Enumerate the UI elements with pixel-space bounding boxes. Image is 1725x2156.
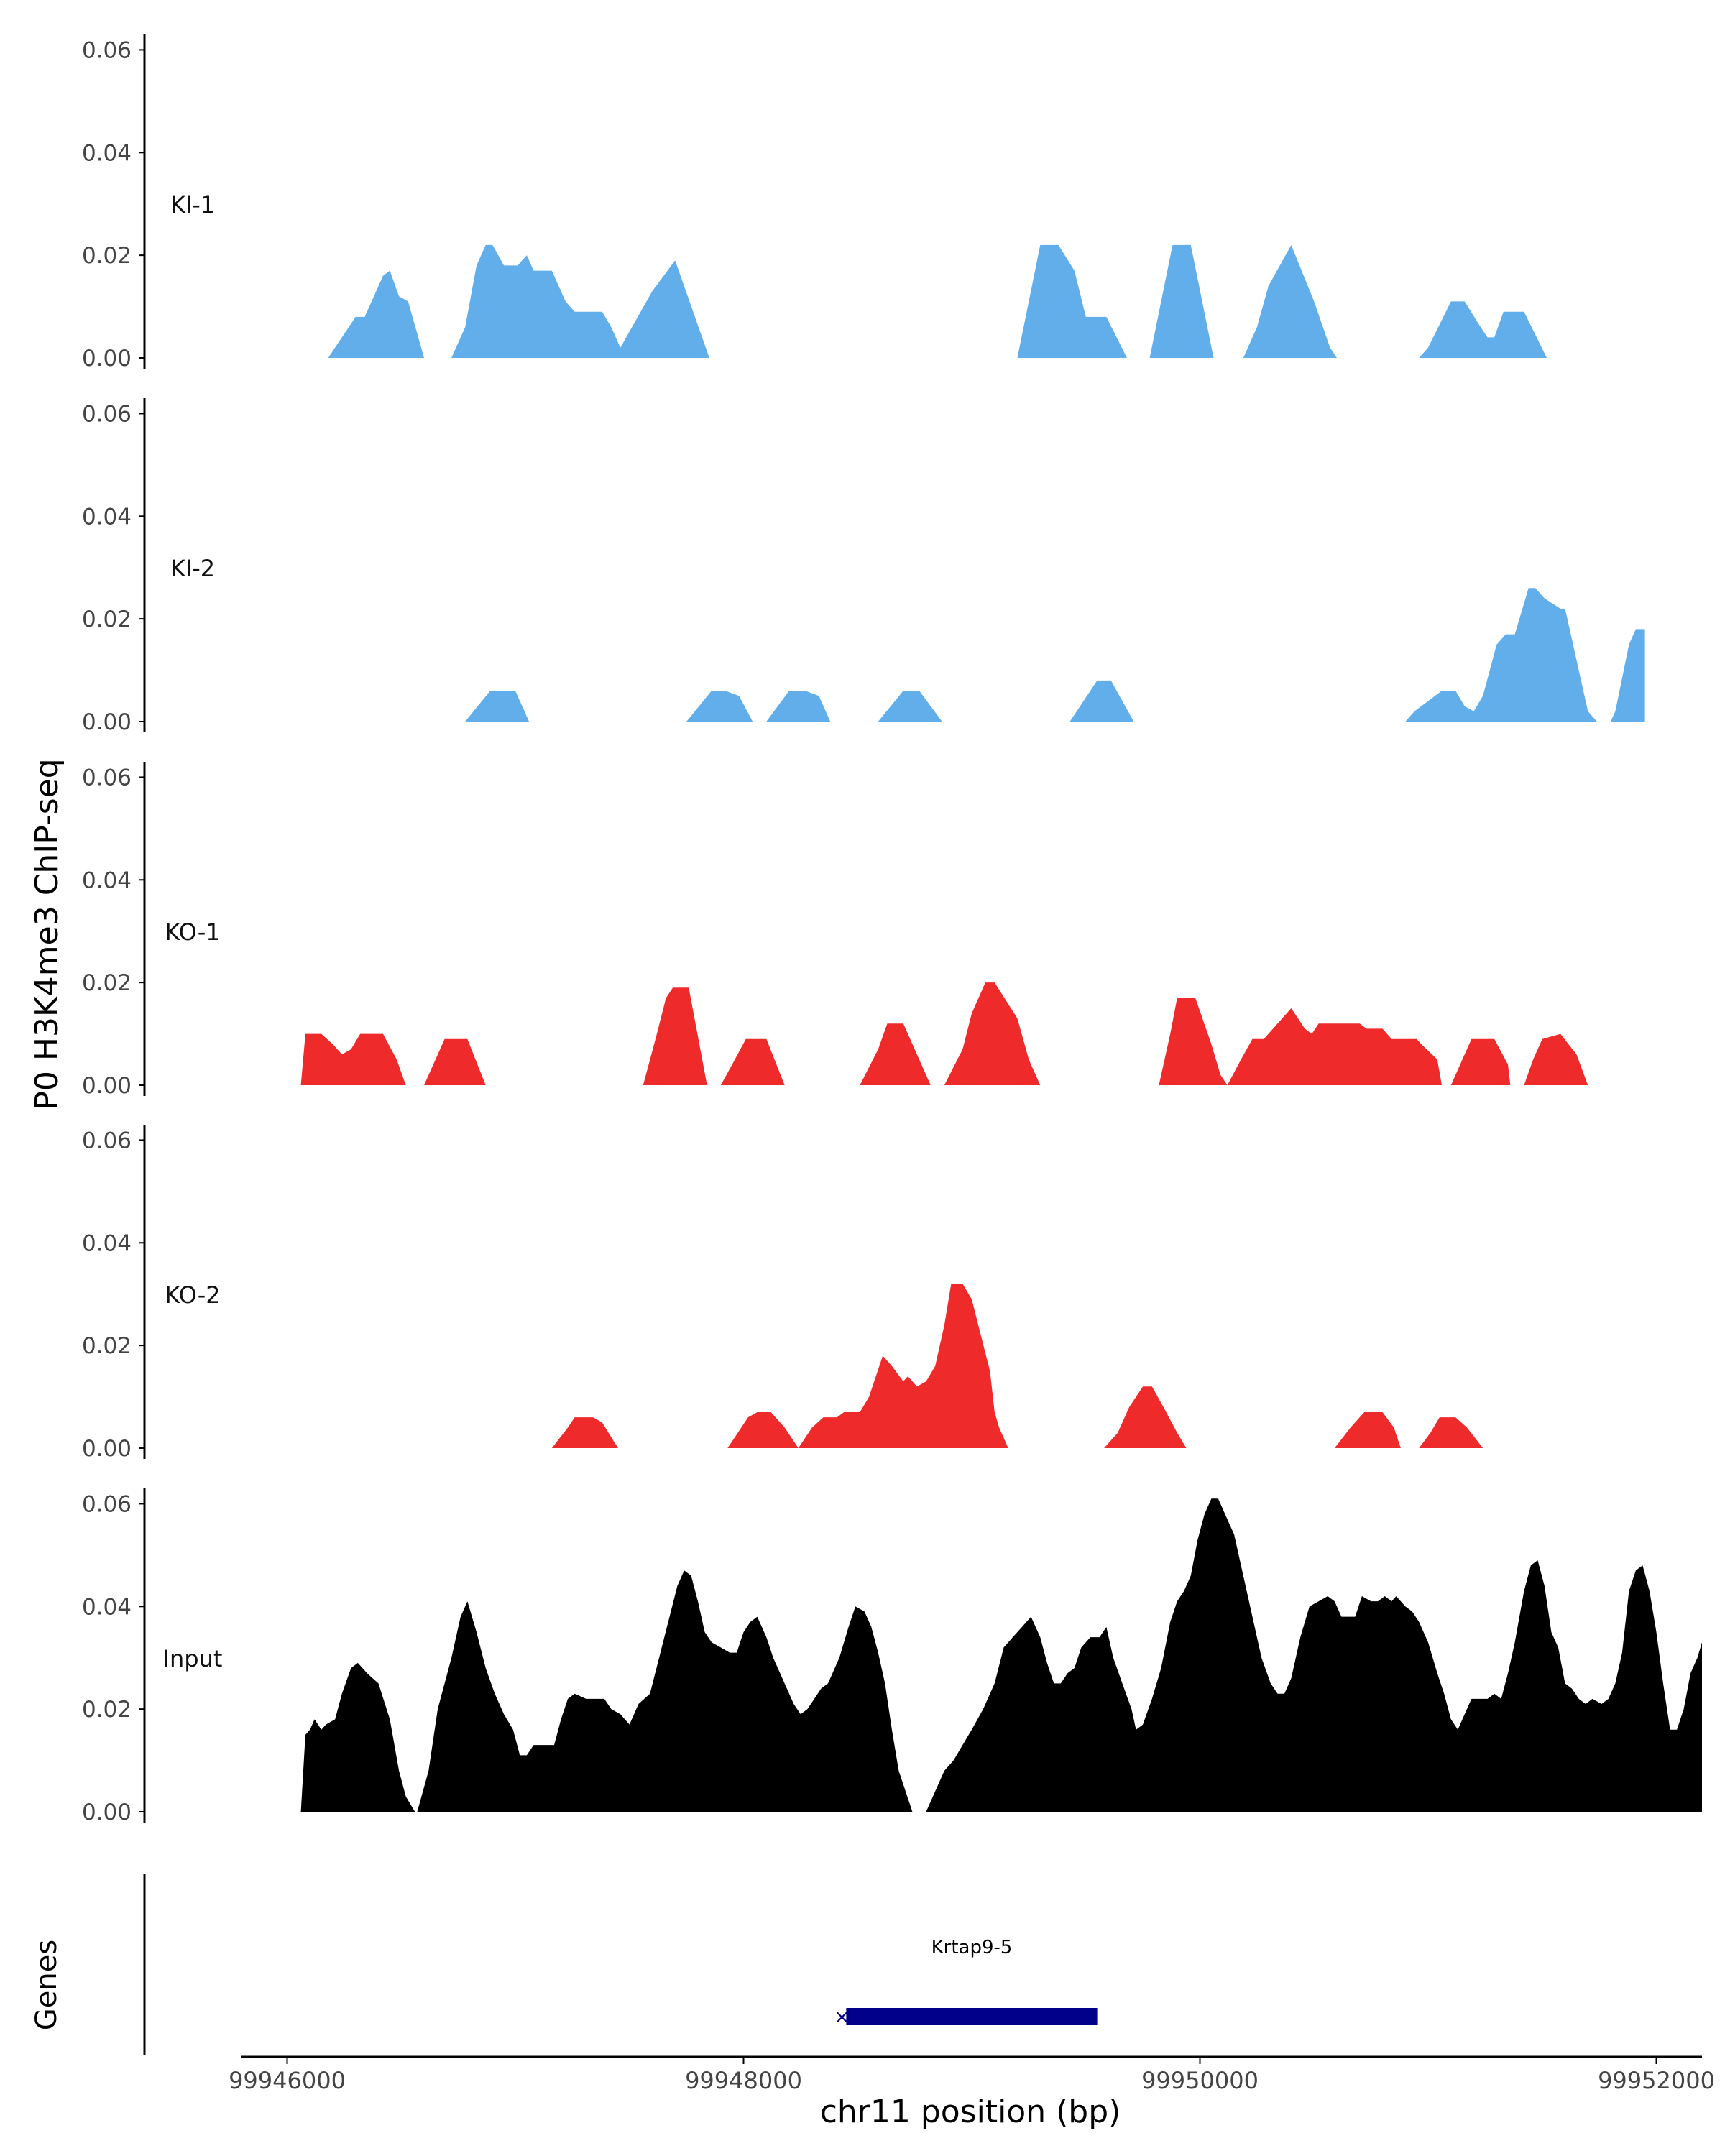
signal-area xyxy=(300,1498,1703,1812)
signal-area xyxy=(1104,1386,1187,1448)
y-tick-label: 0.02 xyxy=(82,1333,132,1359)
track-ki-1: 0.00 0.02 0.04 0.06 KI-1 xyxy=(82,34,1547,372)
track-label: KI-1 xyxy=(170,191,215,218)
signal-area xyxy=(465,691,529,722)
track-ki-2: 0.00 0.02 0.04 0.06 KI-2 xyxy=(82,398,1645,735)
track-input: 0.00 0.02 0.04 0.06 Input xyxy=(82,1488,1703,1825)
track-ko-1: 0.00 0.02 0.04 0.06 KO-1 xyxy=(82,762,1588,1099)
x-tick-label: 99952000 xyxy=(1598,2067,1715,2094)
y-tick-label: 0.02 xyxy=(82,970,132,996)
signal-area xyxy=(1611,629,1645,722)
track-label: KO-1 xyxy=(165,918,220,946)
x-tick-label: 99950000 xyxy=(1141,2067,1259,2094)
signal-area xyxy=(643,987,931,1085)
y-tick-label: 0.00 xyxy=(82,346,132,372)
y-tick-label: 0.02 xyxy=(82,607,132,632)
y-tick-label: 0.06 xyxy=(82,1491,132,1517)
genes-panel: Genes × Krtap9-5 xyxy=(30,1874,1098,2055)
signal-area xyxy=(551,1417,618,1448)
track-label: KI-2 xyxy=(170,555,215,582)
y-tick-label: 0.04 xyxy=(82,1230,132,1256)
gene-krtap9-5 xyxy=(846,2008,1098,2025)
x-axis-title: chr11 position (bp) xyxy=(820,2093,1121,2130)
y-tick-label: 0.00 xyxy=(82,709,132,735)
y-tick-label: 0.00 xyxy=(82,1073,132,1099)
track-label: Input xyxy=(163,1645,223,1672)
gene-label: Krtap9-5 xyxy=(932,1937,1013,1958)
x-axis: 99946000 99948000 99950000 99952000 xyxy=(229,2055,1715,2094)
y-axis-title: P0 H3K4me3 ChIP-seq xyxy=(29,758,65,1110)
x-tick-label: 99946000 xyxy=(229,2067,346,2094)
y-tick-label: 0.04 xyxy=(82,140,132,166)
signal-area xyxy=(1419,1417,1484,1448)
signal-area xyxy=(1017,244,1547,358)
signal-area xyxy=(1070,680,1134,722)
genes-label: Genes xyxy=(30,1940,63,2030)
signal-area xyxy=(727,1412,799,1448)
y-tick-label: 0.04 xyxy=(82,867,132,893)
signal-area xyxy=(300,1033,486,1085)
y-tick-label: 0.00 xyxy=(82,1436,132,1462)
signal-area xyxy=(686,691,753,722)
y-tick-label: 0.02 xyxy=(82,1697,132,1723)
track-label: KO-2 xyxy=(165,1281,220,1309)
tracks-layer: 0.00 0.02 0.04 0.06 KI-1 0.00 0.02 0.04 0.06 KI-2… xyxy=(82,34,1703,1825)
signal-area xyxy=(798,1284,1008,1448)
signal-area xyxy=(944,982,1588,1085)
y-tick-label: 0.06 xyxy=(82,1128,132,1153)
x-tick-label: 99948000 xyxy=(685,2067,802,2094)
signal-area xyxy=(878,691,942,722)
signal-area xyxy=(766,691,831,722)
gene-strand-mark: × xyxy=(834,2007,850,2028)
y-tick-label: 0.00 xyxy=(82,1800,132,1825)
y-tick-label: 0.06 xyxy=(82,765,132,791)
y-tick-label: 0.02 xyxy=(82,243,132,269)
signal-area xyxy=(1334,1412,1401,1448)
track-ko-2: 0.00 0.02 0.04 0.06 KO-2 xyxy=(82,1125,1484,1462)
signal-area xyxy=(328,244,709,358)
y-tick-label: 0.06 xyxy=(82,401,132,427)
y-tick-label: 0.06 xyxy=(82,37,132,63)
y-tick-label: 0.04 xyxy=(82,1594,132,1620)
signal-area xyxy=(1405,588,1597,722)
y-tick-label: 0.04 xyxy=(82,504,132,530)
